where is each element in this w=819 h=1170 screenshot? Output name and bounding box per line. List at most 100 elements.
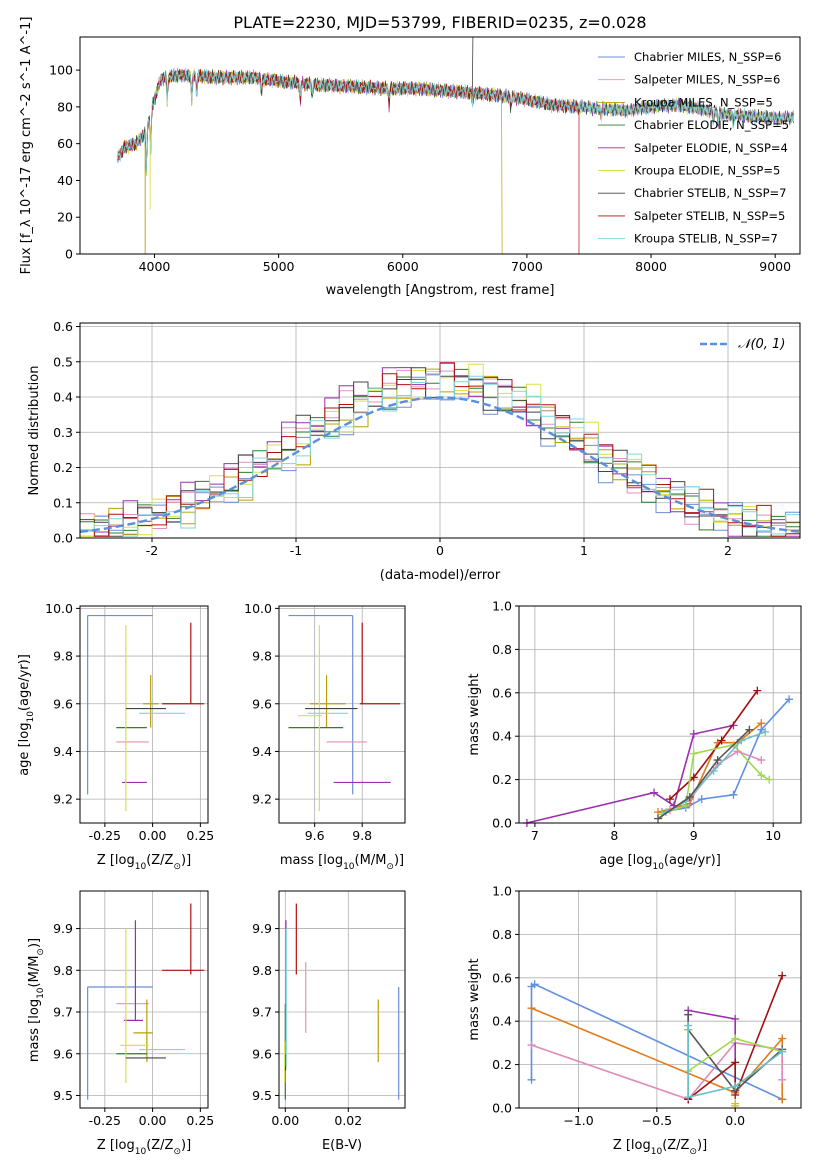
y-tick-label: 0.4 <box>492 729 512 744</box>
y-tick-label: 0.2 <box>53 460 73 475</box>
mass-weight-point <box>665 795 674 804</box>
x-tick-label: 0.00 <box>271 1113 299 1128</box>
x-tick-label: 9 <box>690 828 698 843</box>
mass-weight-point <box>731 1034 740 1043</box>
x-tick-label: 0.25 <box>186 1113 214 1128</box>
legend-entry: Kroupa MILES, N_SSP=5 <box>634 95 773 109</box>
mass-weight-point <box>753 686 762 695</box>
mass-weight-line <box>661 744 770 816</box>
y-tick-label: 80 <box>57 99 73 114</box>
mass-weight-line <box>661 698 790 813</box>
panel-age_vs_mass: 9.6 9.8 9.2 9.4 9.6 9.8 10.0 mass [log10(M/M⊙)] <box>244 601 406 872</box>
mass-weight-point <box>778 1047 787 1056</box>
mass-weight-point <box>731 1015 740 1024</box>
x-tick-label: -0.25 <box>89 1113 121 1128</box>
x-axis-label: mass [log10(M/M⊙)] <box>280 853 404 872</box>
mass-weight-line <box>687 1025 783 1099</box>
y-axis-label: mass weight <box>467 958 482 1040</box>
plot-area <box>87 903 205 1100</box>
x-tick-label: 8 <box>610 828 618 843</box>
x-tick-label: 5000 <box>263 259 295 274</box>
y-tick-label: 0.6 <box>492 970 512 985</box>
x-tick-label: -1 <box>290 543 302 558</box>
mass-weight-line <box>665 731 766 813</box>
spectrum-spike <box>471 37 474 96</box>
panel-mw_vs_Z: −1.0 −0.5 0.0 0.0 0.2 0.4 0.6 0.8 1.0 Z [log10(Z/… <box>467 884 802 1157</box>
y-tick-label: 9.7 <box>252 1005 272 1020</box>
y-tick-label: 0.0 <box>53 531 73 546</box>
y-tick-label: 9.8 <box>53 963 73 978</box>
mass-weight-point <box>778 1075 787 1084</box>
legend-entry: Chabrier MILES, N_SSP=6 <box>634 50 781 64</box>
axes-frame <box>278 605 406 824</box>
histogram-series <box>79 373 800 538</box>
x-tick-label: 0.25 <box>186 828 214 843</box>
y-tick-label: 9.5 <box>53 1088 73 1103</box>
y-tick-label: 9.5 <box>252 1088 272 1103</box>
x-tick-label: 0.00 <box>139 1113 167 1128</box>
x-axis-label: age [log10(age/yr)] <box>599 853 721 872</box>
y-tick-label: 0.1 <box>53 495 73 510</box>
x-axis-label: Z [log10(Z/Z⊙)] <box>97 853 191 872</box>
mass-weight-point <box>757 771 766 780</box>
legend-entry: 𝒩(0, 1) <box>738 337 785 352</box>
mass-weight-point <box>527 1041 536 1050</box>
x-tick-label: −1.0 <box>563 1113 593 1128</box>
mass-weight-point <box>731 1082 740 1091</box>
y-tick-label: 9.6 <box>252 696 272 711</box>
y-tick-label: 0.0 <box>492 1101 512 1116</box>
y-tick-label: 9.8 <box>252 649 272 664</box>
axes-frame <box>79 605 209 824</box>
mass-weight-point <box>757 756 766 765</box>
y-tick-label: 9.8 <box>252 963 272 978</box>
plot-area <box>527 971 787 1110</box>
mass-weight-point <box>785 695 794 704</box>
y-tick-label: 0.4 <box>53 390 73 405</box>
x-axis-label: Z [log10(Z/Z⊙)] <box>613 1138 707 1157</box>
mass-weight-point <box>527 1075 536 1084</box>
x-axis-label: (data-model)/error <box>380 568 501 583</box>
legend-entry: Salpeter MILES, N_SSP=6 <box>634 73 780 87</box>
mass-weight-point <box>733 747 742 756</box>
y-tick-label: 1.0 <box>492 884 512 899</box>
mass-weight-point <box>713 756 722 765</box>
mass-weight-point <box>697 795 706 804</box>
mass-weight-line <box>669 690 758 800</box>
axes-frame <box>79 890 209 1109</box>
x-tick-label: -0.25 <box>89 828 121 843</box>
plot-area <box>79 362 801 538</box>
mass-weight-point <box>717 736 726 745</box>
panel-spectrum: 4000 5000 6000 7000 8000 9000 0 20 40 60 80 100 wave… <box>19 17 801 298</box>
x-tick-label: 4000 <box>139 259 171 274</box>
y-tick-label: 10.0 <box>244 601 272 616</box>
y-tick-label: 0 <box>65 247 73 262</box>
y-tick-label: 60 <box>57 136 73 151</box>
legend-entry: Chabrier STELIB, N_SSP=7 <box>634 186 786 200</box>
y-tick-label: 40 <box>57 173 73 188</box>
y-tick-label: 100 <box>49 63 73 78</box>
x-tick-label: 1 <box>580 543 588 558</box>
plot-area <box>284 903 400 1100</box>
y-tick-label: 0.4 <box>492 1014 512 1029</box>
legend-entry: Chabrier ELODIE, N_SSP=5 <box>634 118 789 132</box>
axes-frame <box>518 605 802 824</box>
mass-weight-point <box>709 766 718 775</box>
mass-weight-point <box>778 971 787 980</box>
panels: 4000 5000 6000 7000 8000 9000020406080100wave… <box>17 17 802 1157</box>
y-tick-label: 9.4 <box>53 744 73 759</box>
y-tick-label: 0.5 <box>53 354 73 369</box>
y-tick-label: 0.8 <box>492 927 512 942</box>
mass-weight-point <box>745 725 754 734</box>
x-axis-label: E(B-V) <box>322 1138 362 1153</box>
y-tick-label: 9.6 <box>53 696 73 711</box>
x-tick-label: 10 <box>765 828 781 843</box>
panel-age_vs_Z: -0.25 0.00 0.25 9.2 9.4 9.6 9.8 10.0 Z [log10(Z/… <box>17 601 214 872</box>
legend: Chabrier MILES, N_SSP=6 Salpeter MILES, N… <box>598 50 789 246</box>
mass-weight-point <box>530 980 539 989</box>
y-tick-label: 0.8 <box>492 642 512 657</box>
mass-weight-line <box>687 975 783 1100</box>
panel-residuals: -2 -1 0 1 2 0.0 0.1 0.2 0.3 0.4 0.5 0.6 𝒩(0, 1) (data… <box>27 319 801 583</box>
y-axis-label: mass [log10(M/M⊙)] <box>27 938 46 1062</box>
panel-mass_vs_Z: -0.25 0.00 0.25 9.5 9.6 9.7 9.8 9.9 Z [log10(Z/Z… <box>27 890 214 1157</box>
